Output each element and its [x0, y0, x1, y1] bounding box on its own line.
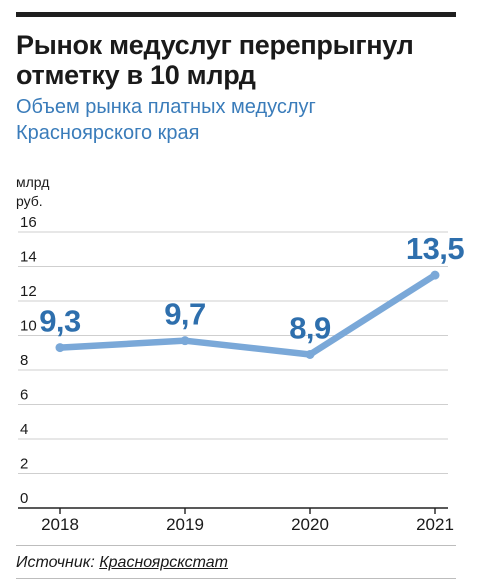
y-tick-labels: 0 2 4 6 8 10 12 14 16 [20, 214, 37, 507]
y-axis-unit-line-2: руб. [16, 193, 43, 209]
axes [18, 507, 448, 514]
top-rule [16, 12, 456, 17]
series-polyline [56, 271, 439, 358]
x-tick-label-2018: 2018 [41, 515, 79, 534]
data-label-2021: 13,5 [406, 231, 465, 266]
data-point-2019 [180, 336, 190, 346]
y-axis-unit-line-1: млрд [16, 174, 50, 190]
line-chart: 0 2 4 6 8 10 12 14 16 2018 2019 2020 2021 9,3 9,7 8,9… [18, 214, 465, 534]
data-point-2021 [430, 270, 440, 280]
y-tick-label-0: 0 [20, 490, 28, 507]
x-tick-label-2020: 2020 [291, 515, 329, 534]
data-label-2020: 8,9 [289, 310, 331, 345]
source-name: Красноярскстат [99, 554, 228, 571]
y-tick-label-8: 8 [20, 352, 28, 369]
y-tick-label-6: 6 [20, 387, 28, 404]
y-tick-label-16: 16 [20, 214, 37, 231]
chart-title: Рынок медуслуг перепрыгнул отметку в 10 … [16, 30, 414, 90]
source-note: Источник: Красноярскстат [16, 554, 228, 572]
x-tick-labels: 2018 2019 2020 2021 [41, 515, 454, 534]
chart-subtitle: Объем рынка платных медуслуг Красноярско… [16, 96, 316, 144]
source-label: Источник: [16, 554, 95, 571]
y-tick-label-2: 2 [20, 456, 28, 473]
footer-rule [16, 545, 456, 546]
y-tick-label-12: 12 [20, 283, 37, 300]
grid-lines [18, 231, 448, 474]
y-tick-label-4: 4 [20, 421, 28, 438]
x-tick-label-2019: 2019 [166, 515, 204, 534]
bottom-rule [16, 578, 456, 579]
y-tick-label-10: 10 [20, 318, 37, 335]
series-line [55, 270, 440, 359]
data-point-2020 [305, 349, 315, 359]
x-tick-label-2021: 2021 [416, 515, 454, 534]
area-hatch [58, 275, 437, 508]
data-labels: 9,3 9,7 8,9 13,5 [39, 231, 465, 345]
data-label-2019: 9,7 [164, 297, 206, 332]
data-point-2018 [55, 343, 65, 353]
data-label-2018: 9,3 [39, 304, 81, 339]
y-axis-unit: млрд руб. [16, 173, 49, 211]
y-tick-label-14: 14 [20, 249, 37, 266]
